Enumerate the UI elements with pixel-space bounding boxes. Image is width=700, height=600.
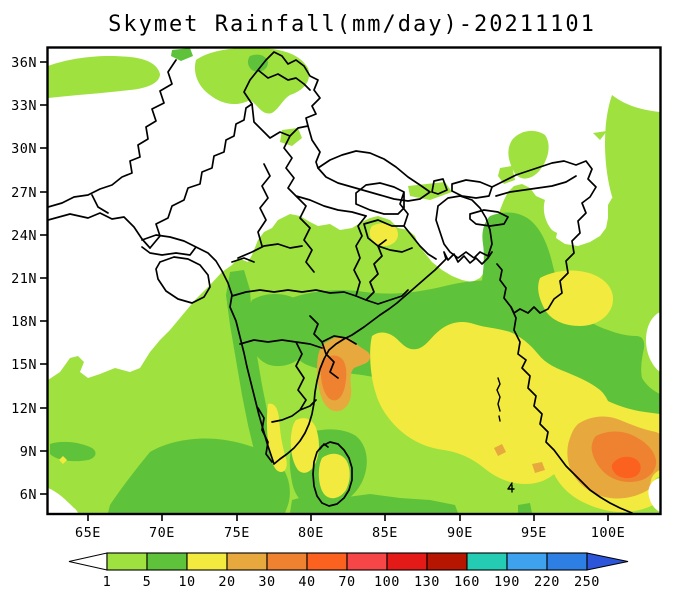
- borders-central-south-india: [231, 215, 409, 463]
- rain-5-10-south-sea-mass: [108, 438, 290, 513]
- y-axis: 36N 33N 30N 27N 24N 21N 18N 15N 12N 9N 6…: [11, 55, 47, 503]
- y-tick-label: 9N: [20, 444, 37, 460]
- rain-5-10-bottom-nub: [518, 503, 532, 513]
- border-kashmir: [243, 51, 321, 139]
- rain-5-10-westcoast-strip: [226, 270, 278, 470]
- colorbar-label: 130: [414, 574, 440, 590]
- x-tick-label: 95E: [521, 525, 547, 541]
- rain-1-5-kashmir-east-patch: [280, 128, 302, 146]
- colorbar-segment: [106, 552, 148, 571]
- rain-1-5-east-edge-arrow: [593, 131, 607, 140]
- colorbar-label: 20: [218, 574, 235, 590]
- rain-1-5-assam-patch: [498, 166, 515, 184]
- y-tick-label: 33N: [11, 98, 37, 114]
- border-sikkim-bhutan: [431, 178, 493, 199]
- y-tick-label: 36N: [11, 55, 37, 71]
- colorbar-label: 190: [494, 574, 520, 590]
- colorbar-left-arrow: [68, 552, 108, 571]
- border-nepal: [317, 150, 431, 202]
- dry-pocket-east-edge: [646, 312, 660, 372]
- colorbar-label: 160: [454, 574, 480, 590]
- rain-1-5-himalaya-west: [48, 56, 160, 98]
- rain-5-10-band-spot-1: [171, 48, 193, 61]
- colorbar-segment: [466, 552, 508, 571]
- rain-10-20-tn-coast: [290, 418, 319, 473]
- rain-5-10-band-spot-2: [247, 54, 268, 72]
- y-tick-label: 12N: [11, 401, 37, 417]
- colorbar-segment: [226, 552, 268, 571]
- colorbar-label: 100: [374, 574, 400, 590]
- islands-andaman-nicobar: [496, 377, 515, 493]
- borders-northeast-states: [469, 160, 597, 314]
- x-tick-label: 85E: [372, 525, 398, 541]
- rain-5-10-myanmar-mass: [480, 212, 660, 462]
- colorbar-label: 250: [574, 574, 600, 590]
- dry-pocket-assam: [543, 197, 606, 237]
- rain-30-40-chennai-core: [320, 355, 347, 401]
- y-tick-label: 15N: [11, 357, 37, 373]
- rain-10-20-mp-patch: [369, 223, 398, 246]
- y-tick-label: 27N: [11, 185, 37, 201]
- colorbar-segment: [186, 552, 228, 571]
- colorbar-segment: [306, 552, 348, 571]
- chart-title: Skymet Rainfall(mm/day)-20211101: [108, 12, 596, 37]
- geography-layer: [48, 51, 633, 514]
- colorbar-label: 5: [143, 574, 152, 590]
- rain-1-5-himalaya-central: [195, 48, 309, 114]
- x-tick-label: 80E: [298, 525, 324, 541]
- rain-20-30-speck-1: [494, 444, 506, 456]
- rain-40-70-andaman-peak: [611, 456, 641, 479]
- x-axis: 65E 70E 75E 80E 85E 90E 95E 100E: [75, 514, 625, 541]
- rain-fill-layer: [48, 48, 660, 514]
- colorbar-label: 10: [178, 574, 195, 590]
- rain-5-10-arabian-spot: [50, 441, 96, 462]
- colorbar: 1 5 10 20 30 40 70 100 130 160 190 220 2…: [68, 552, 629, 590]
- colorbar-segment: [506, 552, 548, 571]
- colorbar-label: 1: [103, 574, 112, 590]
- colorbar-segment: [426, 552, 468, 571]
- colorbar-label: 70: [338, 574, 355, 590]
- colorbar-label: 30: [258, 574, 275, 590]
- rain-10-20-kerala-coast: [266, 403, 287, 472]
- coastline-india: [48, 212, 633, 514]
- colorbar-segment: [546, 552, 588, 571]
- rain-10-20-arabian-speck: [59, 456, 67, 464]
- y-tick-label: 30N: [11, 141, 37, 157]
- y-tick-label: 21N: [11, 271, 37, 287]
- colorbar-segment: [266, 552, 308, 571]
- x-tick-label: 90E: [447, 525, 473, 541]
- colorbar-label: 220: [534, 574, 560, 590]
- rain-20-30-speck-2: [532, 462, 545, 473]
- y-tick-label: 18N: [11, 314, 37, 330]
- colorbar-segment: [346, 552, 388, 571]
- colorbar-segment: [386, 552, 428, 571]
- border-pakistan-west: [48, 59, 253, 249]
- colorbar-right-arrow: [586, 552, 629, 571]
- x-tick-label: 75E: [224, 525, 250, 541]
- map-frame: [46, 46, 662, 516]
- x-tick-label: 65E: [75, 525, 101, 541]
- x-tick-label: 100E: [591, 525, 626, 541]
- borders-bihar-bengal: [355, 182, 437, 260]
- dry-pocket-bottom-right: [648, 478, 660, 512]
- x-tick-label: 70E: [149, 525, 175, 541]
- rain-10-20-ne-bay: [538, 270, 614, 326]
- borders-north-india: [231, 125, 367, 273]
- rain-10-20-srilanka-core: [318, 453, 350, 499]
- dry-pocket-bottom-left: [48, 488, 78, 513]
- coastline-srilanka: [312, 441, 353, 507]
- y-tick-label: 6N: [20, 487, 37, 503]
- border-bangladesh: [435, 195, 493, 259]
- colorbar-segment: [146, 552, 188, 571]
- y-tick-label: 24N: [11, 228, 37, 244]
- colorbar-label: 40: [298, 574, 315, 590]
